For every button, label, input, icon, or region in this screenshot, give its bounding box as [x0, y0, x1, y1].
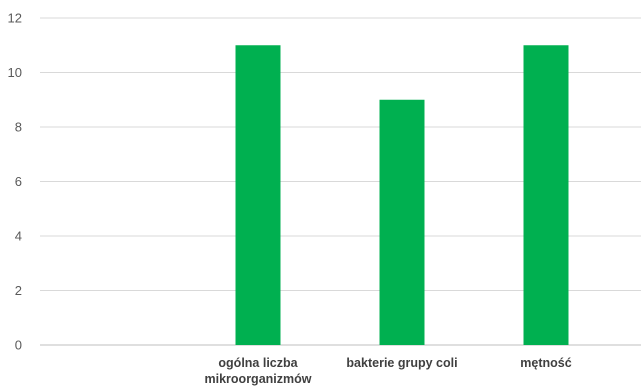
y-tick-label: 0: [15, 338, 22, 353]
x-axis-category-labels: ogólna liczba mikroorganizmów bakterie gru…: [205, 356, 572, 386]
y-tick-label: 8: [15, 120, 22, 135]
y-tick-label: 6: [15, 174, 22, 189]
x-category-label: mętność: [520, 356, 571, 370]
y-tick-label: 2: [15, 283, 22, 298]
x-category-label: mikroorganizmów: [205, 372, 312, 386]
y-tick-label: 12: [8, 11, 22, 26]
bar: [379, 99, 425, 345]
x-category-label: ogólna liczba: [218, 356, 298, 370]
y-tick-label: 4: [15, 229, 22, 244]
bar: [235, 45, 281, 345]
y-axis-tick-labels: 0 2 4 6 8 10 12: [8, 11, 22, 353]
bars: [235, 45, 569, 345]
y-tick-label: 10: [8, 65, 22, 80]
x-category-label: bakterie grupy coli: [346, 356, 457, 370]
gridlines: [40, 17, 641, 346]
bar: [523, 45, 569, 345]
